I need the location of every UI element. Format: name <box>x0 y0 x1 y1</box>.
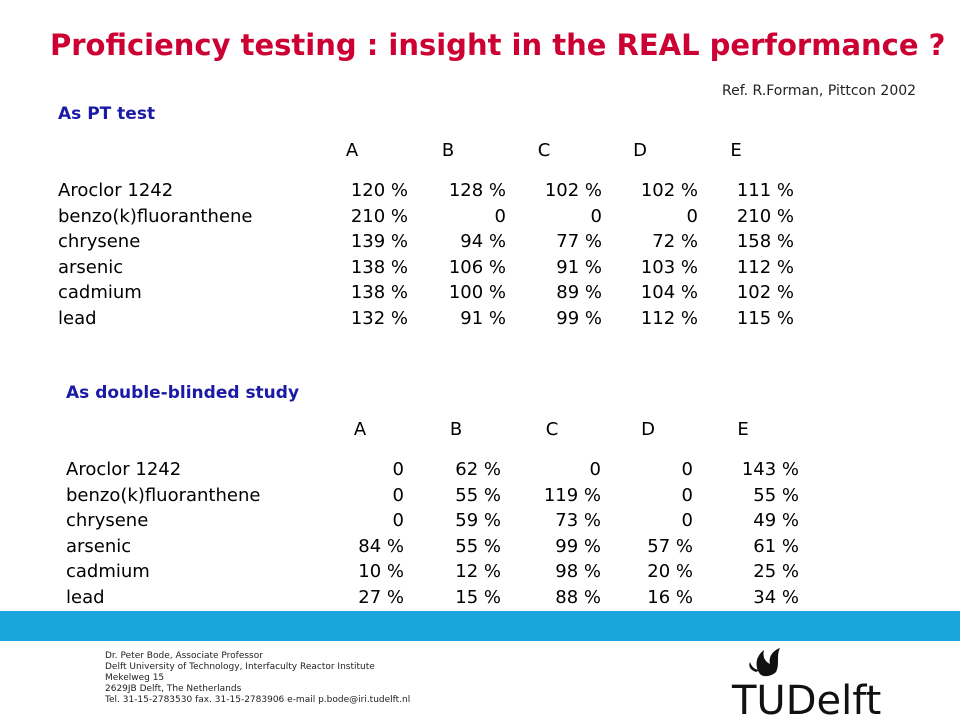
footer-contact: Dr. Peter Bode, Associate Professor Delf… <box>105 651 410 706</box>
column-header: C <box>545 419 559 440</box>
table-cell: 84 % <box>358 535 404 557</box>
table-cell: 158 % <box>736 231 794 253</box>
row-label: cadmium <box>66 561 150 583</box>
table-cell: 0 <box>681 510 693 532</box>
table-cell: 0 <box>392 484 404 506</box>
table-cell: 25 % <box>753 561 799 583</box>
table-cell: 57 % <box>647 535 693 557</box>
row-label: chrysene <box>58 231 141 253</box>
table-cell: 89 % <box>556 282 602 304</box>
footer-line: Tel. 31-15-2783530 fax. 31-15-2783906 e-… <box>105 695 411 705</box>
table-cell: 119 % <box>543 484 601 506</box>
flame-icon <box>749 648 780 677</box>
table-cell: 99 % <box>556 308 602 329</box>
table-cell: 62 % <box>455 459 501 480</box>
table-cell: 77 % <box>556 231 602 253</box>
row-label: arsenic <box>66 535 132 557</box>
column-header: E <box>737 419 749 440</box>
column-header: C <box>537 140 551 161</box>
row-label: lead <box>58 308 97 329</box>
table-cell: 59 % <box>455 510 501 532</box>
table-cell: 111 % <box>736 180 794 201</box>
footer-line: Delft University of Technology, Interfac… <box>105 662 375 672</box>
footer-bar <box>0 611 960 641</box>
table-cell: 0 <box>681 484 693 506</box>
table-cell: 12 % <box>455 561 501 583</box>
table-cell: 91 % <box>460 308 506 329</box>
table-cell: 0 <box>681 459 693 480</box>
reference-note: Ref. R.Forman, Pittcon 2002 <box>722 83 917 99</box>
table-cell: 49 % <box>753 510 799 532</box>
table-cell: 100 % <box>448 282 506 304</box>
table-cell: 99 % <box>555 535 601 557</box>
table-cell: 10 % <box>358 561 404 583</box>
table-cell: 138 % <box>350 256 408 278</box>
table-cell: 15 % <box>455 587 501 608</box>
footer-line: Mekelweg 15 <box>105 673 165 683</box>
table-cell: 55 % <box>753 484 799 506</box>
table-cell: 102 % <box>544 180 602 201</box>
row-label: benzo(k)fluoranthene <box>66 484 261 506</box>
table-cell: 132 % <box>350 308 408 329</box>
column-header: A <box>353 419 367 440</box>
logo-text: TUDelft <box>731 678 881 718</box>
row-label: Aroclor 1242 <box>66 459 182 480</box>
table-cell: 103 % <box>640 256 698 278</box>
table-cell: 73 % <box>555 510 601 532</box>
table-cell: 102 % <box>640 180 698 201</box>
footer-line: Dr. Peter Bode, Associate Professor <box>105 651 263 661</box>
row-label: arsenic <box>58 256 124 278</box>
table-cell: 94 % <box>460 231 506 253</box>
table-cell: 138 % <box>350 282 408 304</box>
table-cell: 139 % <box>350 231 408 253</box>
table-cell: 112 % <box>640 308 698 329</box>
table-cell: 210 % <box>350 205 408 227</box>
table-cell: 0 <box>494 205 506 227</box>
table-cell: 106 % <box>448 256 506 278</box>
row-label: lead <box>66 587 105 608</box>
table-cell: 0 <box>686 205 698 227</box>
table-cell: 27 % <box>358 587 404 608</box>
row-label: benzo(k)fluoranthene <box>58 205 253 227</box>
table-cell: 72 % <box>652 231 698 253</box>
table-cell: 120 % <box>350 180 408 201</box>
pt-test-heading: As PT test <box>58 104 156 124</box>
table-cell: 104 % <box>640 282 698 304</box>
row-label: chrysene <box>66 510 149 532</box>
tudelft-logo: TUDelft <box>731 648 881 718</box>
footer-line: 2629JB Delft, The Netherlands <box>105 684 242 694</box>
column-header: A <box>345 140 359 161</box>
table-cell: 0 <box>589 459 601 480</box>
column-header: D <box>641 419 655 440</box>
column-header: E <box>730 140 742 161</box>
table-cell: 16 % <box>647 587 693 608</box>
double-blind-heading: As double-blinded study <box>66 383 300 403</box>
table-cell: 112 % <box>736 256 794 278</box>
table-cell: 210 % <box>736 205 794 227</box>
table-cell: 55 % <box>455 535 501 557</box>
table-cell: 88 % <box>555 587 601 608</box>
row-label: cadmium <box>58 282 142 304</box>
column-header: D <box>633 140 647 161</box>
table-cell: 102 % <box>736 282 794 304</box>
table-cell: 61 % <box>753 535 799 557</box>
table-cell: 55 % <box>455 484 501 506</box>
table-cell: 91 % <box>556 256 602 278</box>
table-cell: 0 <box>392 459 404 480</box>
table-cell: 0 <box>392 510 404 532</box>
table-cell: 143 % <box>741 459 799 480</box>
slide-title: Proficiency testing : insight in the REA… <box>50 28 946 62</box>
column-header: B <box>441 140 455 161</box>
row-label: Aroclor 1242 <box>58 180 174 201</box>
table-cell: 98 % <box>555 561 601 583</box>
table-cell: 20 % <box>647 561 693 583</box>
column-header: B <box>449 419 463 440</box>
table-cell: 115 % <box>736 308 794 329</box>
table-cell: 34 % <box>753 587 799 608</box>
table-cell: 0 <box>590 205 602 227</box>
table-cell: 128 % <box>448 180 506 201</box>
